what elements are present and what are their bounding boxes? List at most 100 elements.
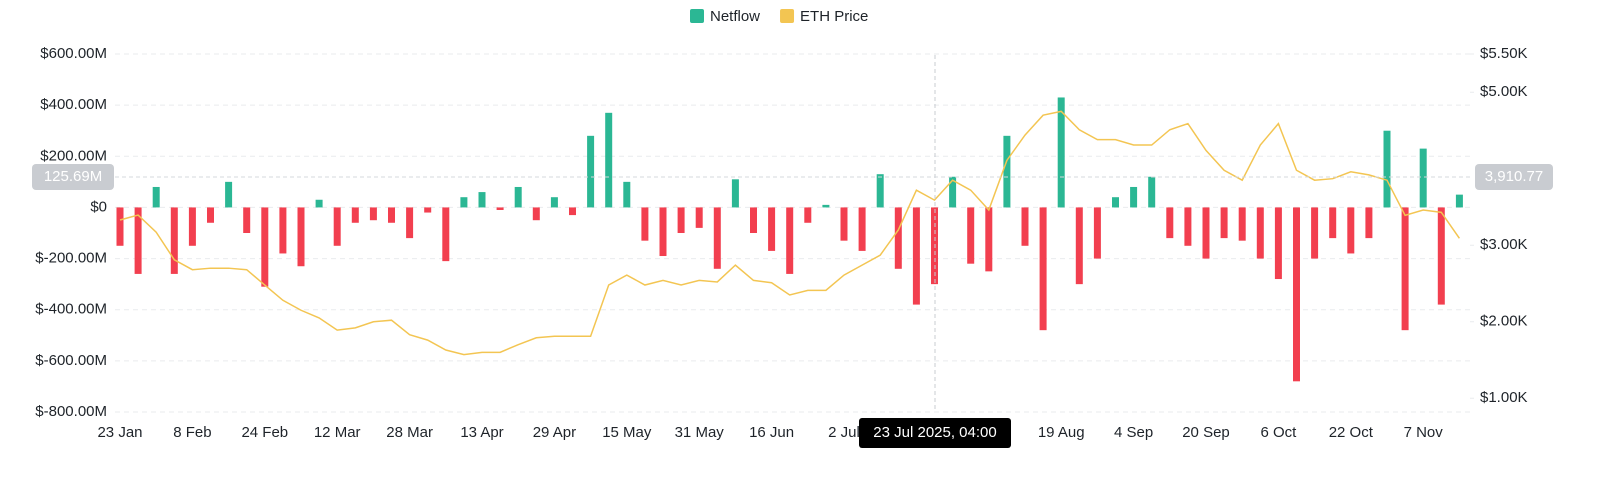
bar <box>369 207 377 221</box>
y2-tick-label: $5.00K <box>1480 83 1528 100</box>
bar <box>1401 207 1409 331</box>
bar <box>1057 97 1065 208</box>
bar <box>1347 207 1355 254</box>
bar <box>659 207 667 257</box>
x-tick-label: 20 Sep <box>1182 424 1230 441</box>
bar <box>623 181 631 208</box>
crosshair-y2-label: 3,910.77 <box>1485 168 1543 185</box>
y-tick-label: $-600.00M <box>35 352 107 369</box>
bar <box>134 207 142 274</box>
bar <box>1238 207 1246 241</box>
y-tick-label: $400.00M <box>40 96 107 113</box>
bar <box>1365 207 1373 239</box>
x-tick-label: 23 Jan <box>97 424 142 441</box>
bar <box>1329 207 1337 239</box>
x-tick-label: 7 Nov <box>1404 424 1444 441</box>
bar <box>1274 207 1282 280</box>
crosshair-x-label: 23 Jul 2025, 04:00 <box>873 424 996 441</box>
bar <box>876 174 884 208</box>
bar <box>225 181 233 208</box>
bar <box>695 207 703 228</box>
legend-swatch <box>780 9 795 23</box>
bar <box>569 207 576 216</box>
bar <box>406 207 414 239</box>
x-tick-label: 6 Oct <box>1260 424 1297 441</box>
crosshair-y-label: 125.69M <box>44 168 102 185</box>
crosshair-y-box <box>32 164 114 190</box>
legend-label: Netflow <box>710 8 760 25</box>
x-tick-label: 13 Apr <box>460 424 503 441</box>
x-tick-label: 8 Feb <box>173 424 211 441</box>
x-tick-label: 29 Apr <box>533 424 576 441</box>
bar <box>207 207 214 223</box>
bar <box>750 207 757 233</box>
bar <box>677 207 685 233</box>
bar <box>1003 135 1011 208</box>
bar <box>243 207 251 233</box>
bar <box>1311 207 1319 259</box>
bar <box>605 112 613 208</box>
y-tick-label: $-800.00M <box>35 403 107 420</box>
y2-tick-label: $1.00K <box>1480 389 1528 406</box>
bar <box>170 207 178 274</box>
bar <box>1383 130 1391 208</box>
bar <box>786 207 794 274</box>
bar <box>1039 207 1047 331</box>
bar <box>442 207 450 262</box>
y-tick-label: $-200.00M <box>35 250 107 267</box>
bar <box>1293 207 1300 382</box>
bar <box>1093 207 1101 259</box>
x-tick-label: 2 Jul <box>828 424 860 441</box>
bar <box>1455 194 1463 208</box>
x-tick-label: 24 Feb <box>241 424 288 441</box>
crosshair-y2-box <box>1475 164 1553 190</box>
bar <box>894 207 902 269</box>
bar <box>1148 176 1156 208</box>
bar <box>985 207 993 272</box>
x-tick-label: 28 Mar <box>386 424 433 441</box>
bar <box>279 207 287 254</box>
y-tick-label: $-400.00M <box>35 301 107 318</box>
bar <box>949 176 957 208</box>
bar <box>822 204 830 208</box>
y-tick-label: $200.00M <box>40 147 107 164</box>
bar <box>532 207 540 221</box>
bar <box>1130 186 1138 208</box>
bar <box>496 207 504 210</box>
bar <box>261 207 269 287</box>
bar <box>731 179 739 208</box>
y2-tick-label: $2.00K <box>1480 313 1528 330</box>
x-tick-label: 19 Aug <box>1038 424 1085 441</box>
bar <box>768 207 776 251</box>
bar <box>1220 207 1228 239</box>
y2-tick-label: $3.00K <box>1480 236 1528 253</box>
bar <box>1166 207 1174 239</box>
bar <box>333 207 341 246</box>
bar <box>188 207 196 246</box>
x-tick-label: 31 May <box>675 424 725 441</box>
bar <box>1256 207 1264 259</box>
bar <box>967 207 975 264</box>
bar <box>424 207 432 213</box>
bar <box>116 207 124 246</box>
bar <box>713 207 721 269</box>
bar <box>804 207 812 223</box>
bar <box>152 186 160 208</box>
bar <box>351 207 359 223</box>
bar <box>478 192 486 208</box>
bar <box>1184 207 1192 246</box>
bar <box>1419 148 1427 208</box>
bar <box>912 207 920 305</box>
x-tick-label: 4 Sep <box>1114 424 1153 441</box>
bar <box>641 207 649 241</box>
bar <box>840 207 848 241</box>
y-tick-label: $600.00M <box>40 45 107 62</box>
x-tick-label: 16 Jun <box>749 424 794 441</box>
legend-swatch <box>690 9 704 23</box>
bar <box>858 207 866 251</box>
bar <box>1437 207 1445 305</box>
bar <box>297 207 305 267</box>
bar <box>1112 197 1119 208</box>
y2-tick-label: $5.50K <box>1480 45 1528 62</box>
